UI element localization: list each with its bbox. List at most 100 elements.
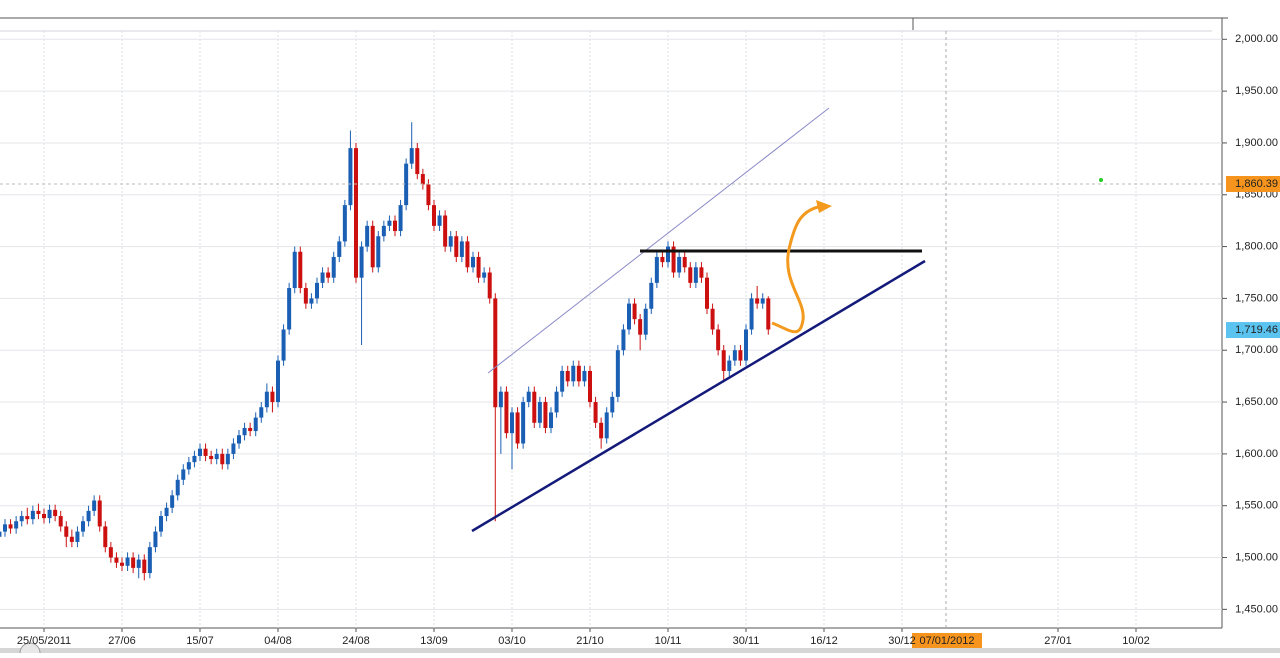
candle-body bbox=[225, 453, 230, 465]
candle-body bbox=[471, 256, 475, 268]
candle-body bbox=[298, 251, 303, 289]
x-tick-label: 27/01 bbox=[1044, 635, 1072, 647]
candle-body bbox=[693, 267, 698, 283]
candle-body bbox=[599, 422, 604, 439]
candle-body bbox=[75, 531, 80, 542]
candle-body bbox=[120, 562, 124, 566]
candles bbox=[0, 122, 771, 581]
price-marker-box bbox=[1226, 322, 1280, 339]
candle-body bbox=[398, 205, 403, 232]
candle-body bbox=[476, 256, 481, 278]
x-tick-label: 27/06 bbox=[108, 635, 136, 647]
candle-body bbox=[354, 148, 358, 278]
candle-body bbox=[159, 516, 163, 532]
annotations: 07/01/2012 bbox=[471, 31, 1103, 648]
candle-body bbox=[97, 500, 102, 527]
candle-body bbox=[64, 526, 69, 537]
candle-body bbox=[198, 448, 202, 456]
candle-body bbox=[688, 267, 693, 283]
arrow-head bbox=[816, 200, 832, 213]
candle-body bbox=[437, 215, 442, 226]
candle-body bbox=[749, 298, 754, 330]
candle-body bbox=[114, 557, 119, 563]
candle-body bbox=[14, 521, 19, 529]
candle-body bbox=[103, 526, 108, 548]
candle-body bbox=[621, 329, 626, 351]
candle-body bbox=[426, 184, 431, 206]
candle-body bbox=[30, 510, 35, 520]
candle-body bbox=[521, 402, 526, 444]
candle-body bbox=[25, 516, 30, 520]
candle-body bbox=[175, 479, 180, 496]
y-tick-label: 2,000.00 bbox=[1235, 33, 1278, 45]
support-line bbox=[471, 259, 926, 533]
candle-body bbox=[315, 282, 319, 299]
candle-body bbox=[443, 215, 448, 247]
candle-body bbox=[705, 277, 709, 309]
candle-body bbox=[409, 148, 414, 164]
candle-body bbox=[738, 350, 743, 361]
candle-body bbox=[326, 272, 331, 278]
candle-body bbox=[248, 427, 253, 432]
candle-body bbox=[415, 148, 420, 175]
candle-body bbox=[604, 412, 609, 439]
x-tick-label: 16/12 bbox=[810, 635, 838, 647]
candle-body bbox=[393, 220, 397, 232]
candle-body bbox=[543, 402, 548, 428]
candle-body bbox=[755, 298, 760, 304]
candle-body bbox=[303, 288, 308, 304]
x-tick-label: 03/10 bbox=[498, 635, 526, 647]
candle-body bbox=[281, 329, 286, 361]
candle-body bbox=[47, 509, 52, 519]
taskbar-bg bbox=[0, 648, 1280, 653]
candle-body bbox=[203, 448, 208, 456]
x-tick-label: 24/08 bbox=[342, 635, 370, 647]
candle-body bbox=[81, 521, 85, 532]
candle-body bbox=[610, 396, 615, 413]
candle-body bbox=[381, 225, 386, 237]
candle-body bbox=[677, 256, 682, 273]
candle-body bbox=[292, 251, 297, 289]
y-tick-label: 1,650.00 bbox=[1235, 396, 1278, 408]
candle-body bbox=[237, 435, 241, 444]
candle-body bbox=[220, 453, 225, 465]
candle-body bbox=[716, 329, 721, 351]
candle-body bbox=[3, 524, 7, 532]
candle-body bbox=[760, 298, 765, 304]
candle-body bbox=[331, 256, 336, 278]
candle-body bbox=[337, 241, 342, 257]
candle-body bbox=[515, 412, 520, 444]
candle-body bbox=[387, 220, 392, 226]
candle-body bbox=[682, 256, 687, 268]
candle-body bbox=[526, 391, 531, 403]
y-tick-label: 1,700.00 bbox=[1235, 344, 1278, 356]
candle-body bbox=[92, 500, 97, 511]
candle-body bbox=[504, 391, 509, 434]
forecast-arrow bbox=[771, 205, 819, 334]
candle-body bbox=[649, 282, 654, 309]
candle-body bbox=[348, 148, 353, 206]
candle-body bbox=[153, 531, 158, 548]
x-tick-label: 10/11 bbox=[655, 635, 682, 647]
x-tick-label: 15/07 bbox=[186, 635, 214, 647]
candle-body bbox=[342, 205, 347, 242]
candle-body bbox=[376, 236, 381, 268]
candle-body bbox=[532, 391, 537, 423]
candle-body bbox=[498, 391, 503, 408]
crosshair-x-box bbox=[912, 633, 982, 648]
candle-body bbox=[36, 510, 41, 514]
y-tick-label: 1,550.00 bbox=[1235, 500, 1278, 512]
y-tick-label: 1,450.00 bbox=[1235, 603, 1278, 615]
candle-body bbox=[493, 298, 498, 408]
candle-body bbox=[0, 531, 2, 537]
x-tick-label: 30/11 bbox=[733, 635, 760, 647]
candle-body bbox=[510, 412, 514, 434]
candle-body bbox=[643, 308, 648, 335]
candle-body bbox=[259, 407, 264, 418]
candle-body bbox=[654, 256, 659, 283]
candle-body bbox=[270, 391, 275, 403]
candle-body bbox=[537, 402, 542, 423]
candle-body bbox=[482, 272, 487, 278]
y-tick-label: 1,600.00 bbox=[1235, 448, 1278, 460]
candle-body bbox=[593, 402, 598, 423]
